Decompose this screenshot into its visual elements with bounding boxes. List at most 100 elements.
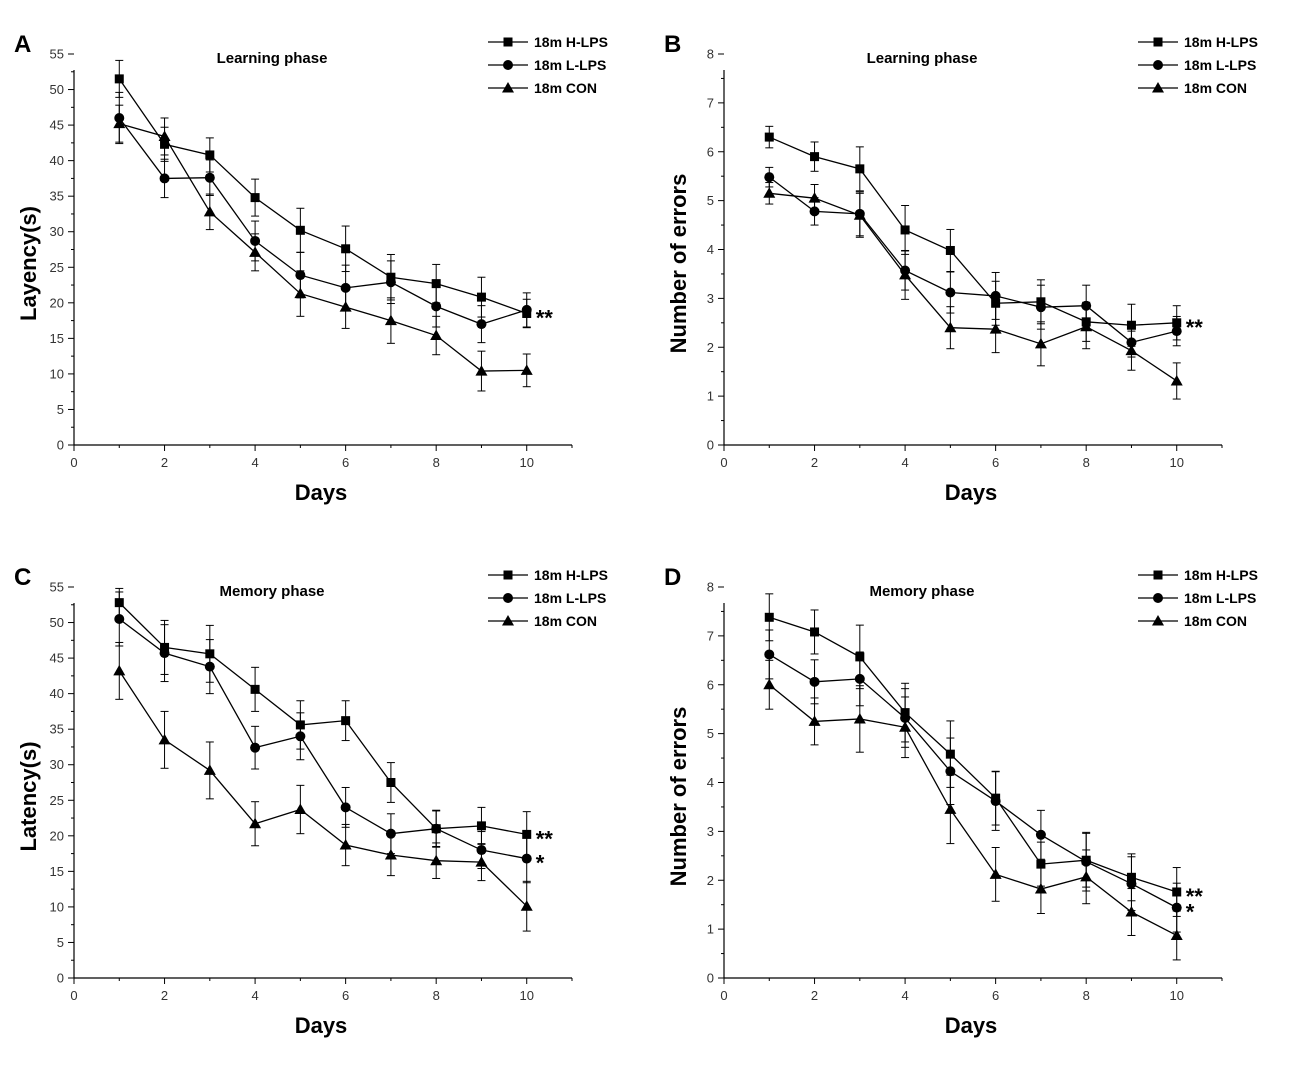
legend-label: 18m H-LPS: [1184, 34, 1258, 50]
x-tick-label: 2: [811, 455, 818, 470]
y-tick-label: 40: [50, 686, 64, 701]
y-tick-label: 7: [707, 628, 714, 643]
data-point-square: [114, 74, 124, 84]
data-point-square: [250, 684, 260, 694]
series-line-triangle: [118, 670, 528, 907]
y-tick-label: 15: [50, 864, 64, 879]
data-point-circle: [476, 319, 487, 330]
series-line-triangle: [768, 684, 1178, 937]
data-point-square: [945, 245, 955, 255]
x-tick-label: 10: [1169, 455, 1183, 470]
x-tick-label: 8: [1083, 455, 1090, 470]
data-point-circle: [204, 661, 215, 672]
x-tick-label: 8: [433, 988, 440, 1003]
x-axis-label: Days: [295, 480, 348, 505]
significance-marker: *: [536, 851, 545, 876]
data-point-triangle: [944, 803, 957, 814]
y-axis-label: Number of errors: [666, 174, 691, 354]
chart-panel-b: B Learning phase 0 2 4 6 8 10 0 1 2 3 4 5 6 7 8 Days Numbe…: [650, 0, 1300, 533]
data-point-square: [855, 164, 865, 174]
data-point-triangle: [475, 365, 488, 376]
x-tick-label: 2: [161, 455, 168, 470]
data-point-circle: [1035, 302, 1046, 313]
legend-marker-triangle: [502, 82, 514, 93]
significance-marker: **: [1186, 315, 1204, 340]
x-tick-label: 2: [811, 988, 818, 1003]
x-tick-label: 6: [342, 455, 349, 470]
data-point-triangle: [430, 854, 443, 866]
chart-svg-d: D Memory phase 0 2 4 6 8 10 0 1 2 3 4 5 6 7 8 Days Number …: [664, 564, 1258, 1038]
x-tick-label: 6: [992, 455, 999, 470]
significance-marker: **: [536, 305, 554, 330]
legend-marker-circle: [503, 593, 513, 603]
data-point-triangle: [1034, 883, 1047, 894]
data-point-circle: [854, 673, 865, 684]
series-line-circle: [118, 618, 527, 860]
data-point-triangle: [853, 209, 866, 220]
data-point-circle: [159, 173, 170, 184]
legend-label: 18m CON: [1184, 80, 1247, 96]
y-tick-label: 1: [707, 389, 714, 404]
data-point-triangle: [1080, 870, 1093, 882]
x-tick-label: 0: [70, 455, 77, 470]
data-point-circle: [114, 613, 125, 624]
series-line-triangle: [769, 192, 1178, 382]
data-point-circle: [990, 290, 1001, 301]
chart-panel-d: D Memory phase 0 2 4 6 8 10 0 1 2 3 4 5 6 7 8 Days Number …: [650, 533, 1300, 1066]
y-tick-label: 5: [707, 726, 714, 741]
y-tick-label: 8: [707, 47, 714, 62]
data-point-triangle: [203, 205, 216, 217]
legend-label: 18m CON: [534, 613, 597, 629]
y-tick-label: 2: [707, 340, 714, 355]
data-point-circle: [431, 823, 442, 834]
x-tick-label: 8: [433, 455, 440, 470]
y-tick-label: 2: [707, 873, 714, 888]
data-point-triangle: [1170, 374, 1183, 386]
x-tick-label: 6: [992, 988, 999, 1003]
legend-label: 18m L-LPS: [534, 57, 606, 73]
y-tick-label: 5: [57, 402, 64, 417]
chart-svg-c: C Memory phase 0 2 4 6 8 10 0 5 10 15 20 25 30 35 40 45 50…: [14, 564, 608, 1038]
data-point-square: [810, 152, 820, 162]
data-point-triangle: [158, 733, 171, 745]
data-point-circle: [431, 301, 442, 312]
x-tick-label: 4: [901, 455, 908, 470]
x-tick-label: 0: [70, 988, 77, 1003]
legend-label: 18m H-LPS: [534, 34, 608, 50]
data-point-triangle: [989, 868, 1002, 879]
y-tick-label: 0: [707, 971, 714, 986]
y-tick-label: 45: [50, 651, 64, 666]
legend-label: 18m H-LPS: [1184, 567, 1258, 583]
data-point-circle: [764, 649, 775, 660]
data-point-square: [341, 716, 351, 726]
data-point-triangle: [1080, 320, 1093, 332]
y-axis-label: Latency(s): [16, 741, 41, 851]
legend-marker-triangle: [1152, 82, 1164, 93]
legend-marker-triangle: [1152, 615, 1164, 626]
data-point-square: [764, 612, 774, 622]
x-tick-label: 4: [901, 988, 908, 1003]
data-point-triangle: [113, 664, 126, 676]
data-point-circle: [1035, 829, 1046, 840]
data-point-circle: [521, 853, 532, 864]
data-point-square: [476, 821, 486, 831]
legend-marker-square: [503, 37, 513, 47]
chart-title: Learning phase: [217, 50, 328, 67]
data-point-circle: [385, 828, 396, 839]
data-point-triangle: [384, 314, 397, 326]
data-point-triangle: [944, 321, 957, 333]
data-point-triangle: [249, 246, 262, 257]
data-point-triangle: [899, 721, 912, 732]
chart-panel-c: C Memory phase 0 2 4 6 8 10 0 5 10 15 20 25 30 35 40 45 50…: [0, 533, 650, 1066]
series-line-circle: [768, 653, 1178, 909]
data-point-triangle: [249, 817, 262, 829]
data-point-circle: [521, 304, 532, 315]
data-point-circle: [1171, 326, 1182, 337]
legend-marker-square: [1153, 570, 1163, 580]
chart-svg-b: B Learning phase 0 2 4 6 8 10 0 1 2 3 4 5 6 7 8 Days Numbe…: [664, 31, 1258, 505]
y-tick-label: 3: [707, 291, 714, 306]
y-tick-label: 15: [50, 331, 64, 346]
y-tick-label: 50: [50, 82, 64, 97]
y-tick-label: 0: [707, 438, 714, 453]
significance-marker: *: [1186, 900, 1195, 925]
